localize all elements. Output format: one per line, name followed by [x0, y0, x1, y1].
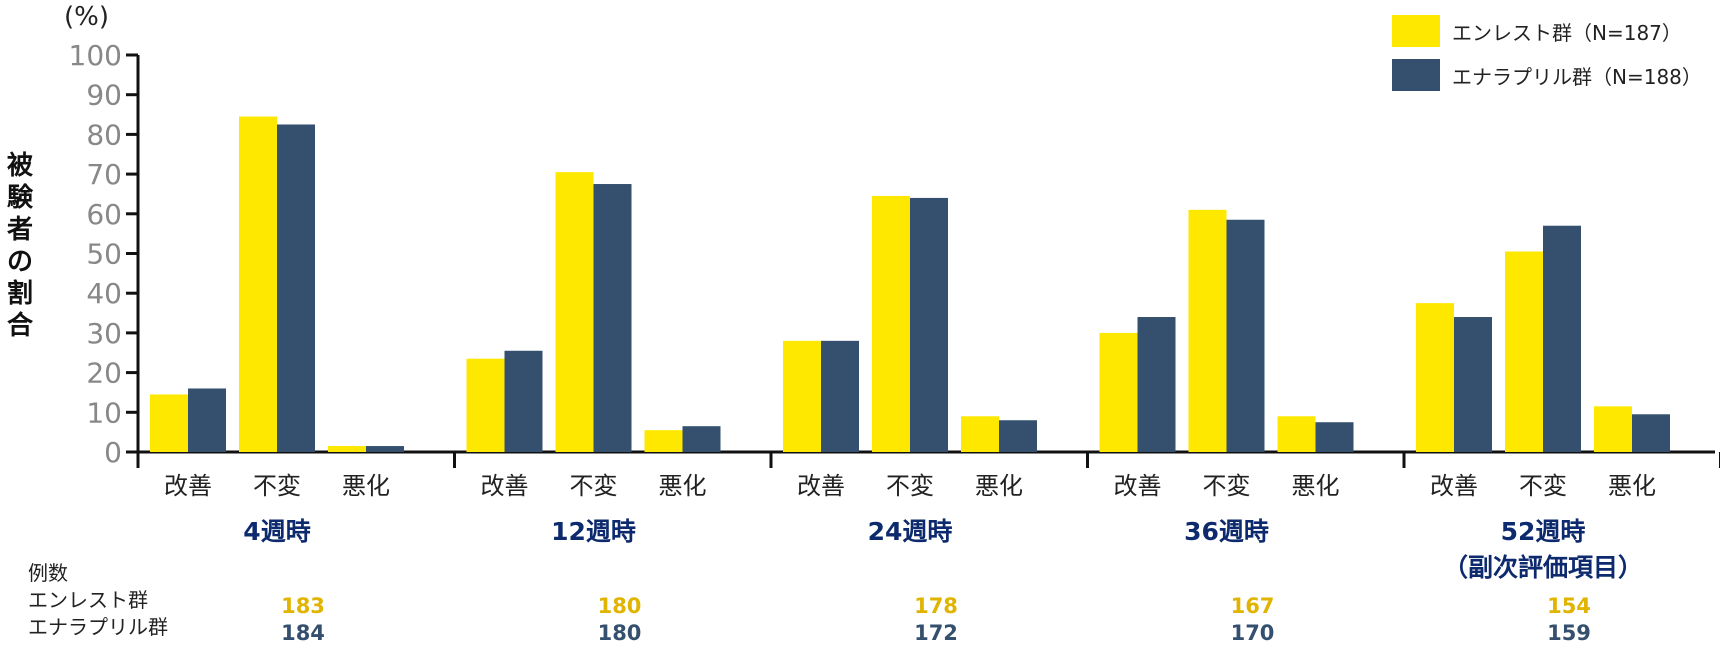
count-enlest: 167 [1230, 594, 1275, 618]
bar-enlest [644, 430, 683, 452]
bar-enalapril [277, 124, 315, 452]
bar-enalapril [999, 420, 1037, 452]
bar-enalapril [1543, 225, 1581, 452]
legend-swatch-enalapril [1392, 59, 1440, 91]
y-axis-label-char: 合 [6, 311, 33, 341]
y-axis-label-char: 被 [6, 151, 33, 181]
y-tick-label: 30 [86, 317, 122, 350]
bar-enlest [150, 394, 188, 452]
y-tick-label: 80 [86, 118, 122, 151]
x-subcategory-label: 不変 [1519, 472, 1567, 500]
count-enalapril: 180 [597, 621, 642, 645]
y-tick-label: 60 [86, 198, 122, 231]
x-subcategory-label: 悪化 [659, 472, 707, 500]
count-enalapril: 159 [1547, 621, 1591, 645]
x-subcategory-label: 不変 [1203, 472, 1251, 500]
bar-enalapril [1315, 422, 1354, 452]
count-enalapril: 172 [914, 621, 958, 645]
x-subcategory-label: 改善 [1430, 472, 1478, 500]
legend-item-enalapril: エナラプリル群（N=188） [1392, 58, 1702, 92]
bar-enalapril [1632, 414, 1670, 452]
x-subcategory-label: 悪化 [1608, 472, 1656, 500]
bar-enlest [555, 172, 594, 453]
y-tick-label: 40 [86, 277, 122, 310]
bar-enlest [1188, 209, 1227, 452]
count-enalapril: 170 [1230, 621, 1275, 645]
bar-enlest [239, 116, 277, 452]
bar-enlest [961, 416, 999, 452]
y-tick-label: 10 [86, 396, 122, 429]
x-subcategory-label: 悪化 [1292, 472, 1340, 500]
counts-row-enalapril: エナラプリル群 [28, 615, 168, 639]
counts-header: 例数 [28, 561, 68, 585]
x-group-label: 12週時 [551, 517, 636, 546]
x-subcategory-label: 改善 [481, 472, 529, 500]
counts-row-enlest: エンレスト群 [28, 588, 148, 612]
x-subcategory-label: 悪化 [975, 472, 1023, 500]
count-enlest: 183 [281, 594, 325, 618]
x-group-label: 36週時 [1184, 517, 1269, 546]
legend-label: エンレスト群（N=187） [1452, 20, 1682, 45]
bar-enalapril [593, 184, 632, 452]
count-enlest: 180 [597, 594, 642, 618]
x-subcategory-label: 不変 [570, 472, 618, 500]
bar-enalapril [366, 446, 404, 452]
bar-enlest [1416, 303, 1454, 452]
bar-enlest [872, 195, 910, 452]
bar-enalapril [188, 388, 226, 452]
bar-enalapril [1137, 317, 1176, 452]
bar-enalapril [821, 340, 859, 452]
y-tick-label: 20 [86, 357, 122, 390]
x-subcategory-label: 不変 [253, 472, 301, 500]
y-axis-label-char: 験 [6, 183, 33, 213]
x-group-label: 4週時 [243, 517, 310, 546]
counts-labels: 例数 エンレスト群 エナラプリル群 [28, 560, 168, 641]
y-axis-label-char: 者 [6, 215, 33, 245]
bar-enlest [1099, 332, 1138, 452]
bar-enalapril [1454, 317, 1492, 452]
y-axis-label-char: 割 [6, 279, 33, 309]
bar-enalapril [1226, 219, 1265, 452]
legend-item-enlest: エンレスト群（N=187） [1392, 14, 1702, 48]
count-enlest: 178 [914, 594, 958, 618]
bar-enlest [1277, 416, 1316, 452]
x-subcategory-label: 悪化 [342, 472, 390, 500]
bar-enalapril [910, 197, 948, 452]
y-axis-unit: (%) [64, 2, 109, 32]
bar-enlest [783, 340, 821, 452]
bar-enlest [1594, 406, 1632, 452]
bar-enlest [328, 446, 366, 452]
x-group-label: 24週時 [868, 517, 953, 546]
legend: エンレスト群（N=187） エナラプリル群（N=188） [1392, 14, 1702, 102]
bar-enalapril [682, 426, 721, 452]
count-enlest: 154 [1547, 594, 1591, 618]
x-group-sublabel: （副次評価項目） [1443, 553, 1643, 582]
legend-label: エナラプリル群（N=188） [1452, 64, 1702, 89]
x-subcategory-label: 不変 [886, 472, 934, 500]
x-subcategory-label: 改善 [797, 472, 845, 500]
y-axis-label: 被験者の割合 [6, 150, 34, 342]
y-tick-label: 90 [86, 79, 122, 112]
bar-enalapril [504, 350, 543, 452]
y-tick-label: 0 [104, 436, 122, 469]
x-subcategory-label: 改善 [164, 472, 212, 500]
bar-enlest [466, 358, 505, 452]
y-tick-label: 50 [86, 238, 122, 271]
count-enalapril: 184 [281, 621, 325, 645]
y-axis-label-char: の [6, 247, 33, 277]
x-group-label: 52週時 [1501, 517, 1586, 546]
y-tick-label: 100 [69, 39, 122, 72]
y-tick-label: 70 [86, 158, 122, 191]
bar-enlest [1505, 251, 1543, 452]
legend-swatch-enlest [1392, 15, 1440, 47]
x-subcategory-label: 改善 [1114, 472, 1162, 500]
